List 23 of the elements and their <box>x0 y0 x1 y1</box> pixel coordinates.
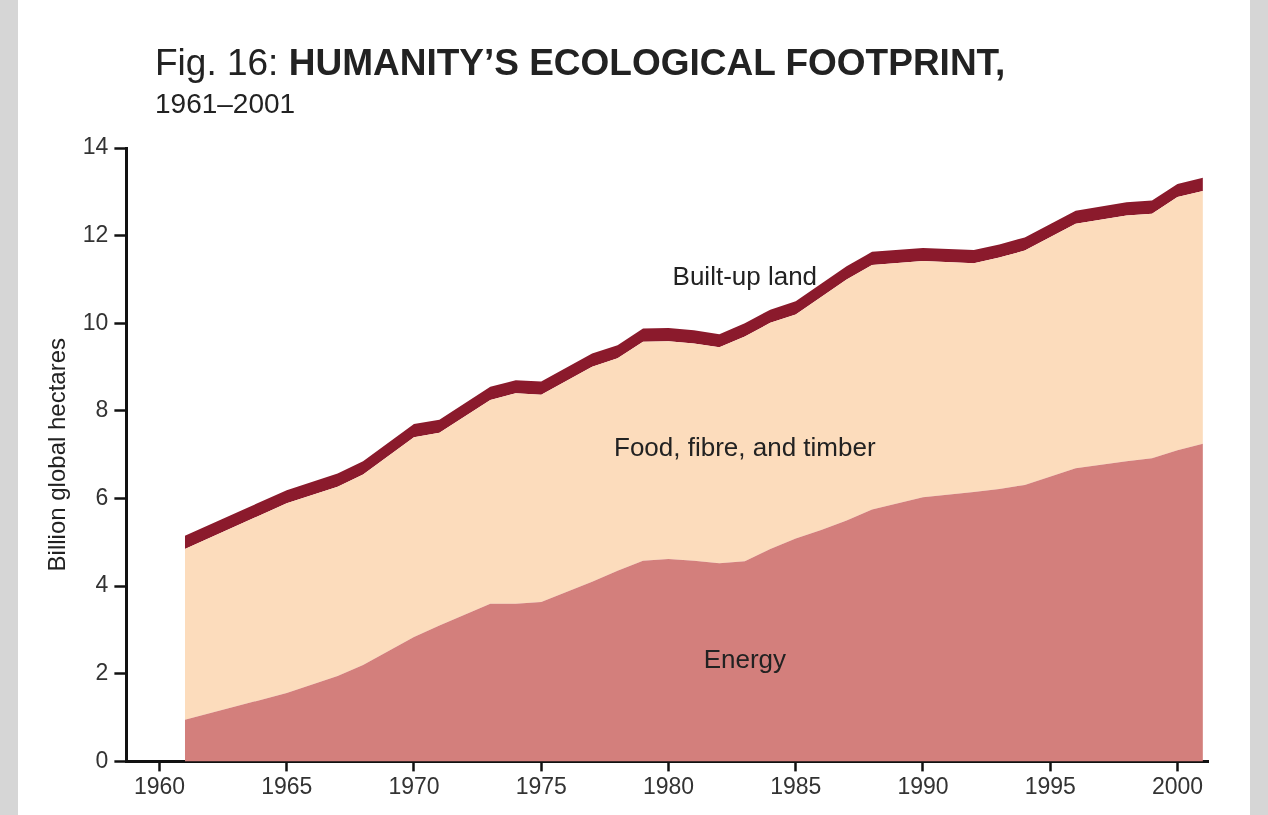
y-tick-label: 4 <box>95 571 109 598</box>
x-tick-label: 1960 <box>133 772 186 799</box>
chart-title: Fig. 16: HUMANITY’S ECOLOGICAL FOOTPRINT, <box>155 42 1006 84</box>
series-label: Food, fibre, and timber <box>614 431 876 462</box>
series-label: Energy <box>703 644 787 675</box>
series-label: Built-up land <box>672 261 818 292</box>
y-tick-label: 14 <box>82 133 109 160</box>
y-axis-title: Billion global hectares <box>43 337 71 572</box>
x-tick-label: 1970 <box>388 772 440 799</box>
y-tick-label: 12 <box>82 220 109 247</box>
y-tick-label: 0 <box>95 746 109 773</box>
y-tick-label: 10 <box>82 308 109 335</box>
x-tick-label: 1965 <box>261 772 313 799</box>
x-tick-label: 1990 <box>897 772 949 799</box>
y-tick-label: 8 <box>95 396 109 423</box>
x-tick-label: 1995 <box>1024 772 1076 799</box>
x-tick-label: 2000 <box>1151 772 1204 799</box>
x-tick-label: 1985 <box>770 772 822 799</box>
x-tick-label: 1975 <box>515 772 567 799</box>
chart-subtitle: 1961–2001 <box>155 88 296 120</box>
y-tick-label: 6 <box>95 483 109 510</box>
x-tick-label: 1980 <box>642 772 695 799</box>
y-tick-label: 2 <box>95 659 109 686</box>
